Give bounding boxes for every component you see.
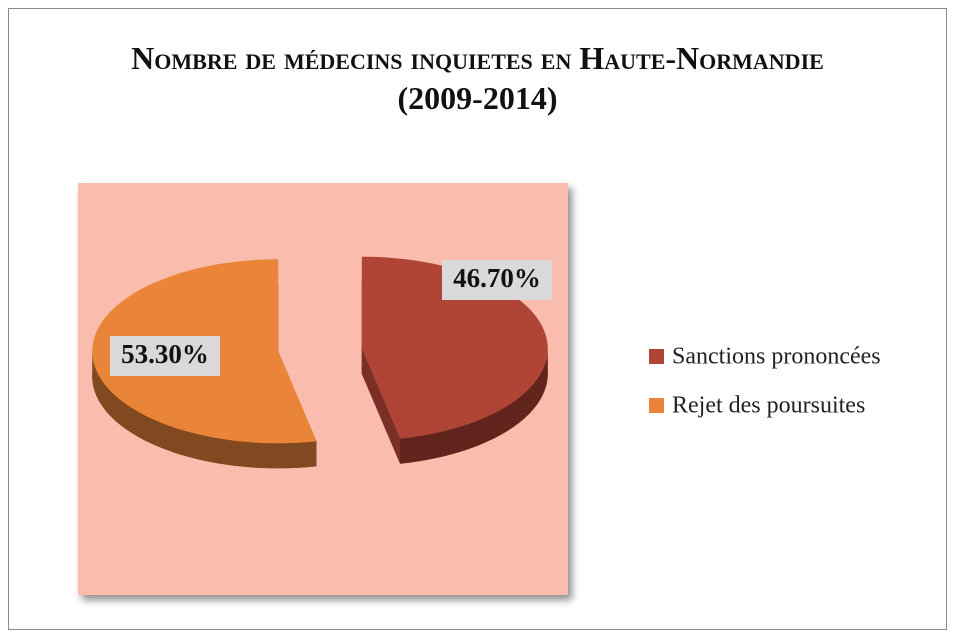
legend-swatch (649, 349, 664, 364)
legend-label: Sanctions prononcées (672, 344, 881, 370)
slice-edge (361, 348, 401, 464)
legend-label: Rejet des poursuites (672, 393, 865, 419)
slice-side (400, 348, 548, 464)
legend-swatch (649, 398, 664, 413)
data-label-box (110, 336, 220, 376)
chart-title: Nombre de médecins inquietes en Haute-No… (131, 40, 824, 116)
pie-slice (361, 256, 548, 464)
data-label: 46.70% (453, 263, 541, 293)
slice-top (361, 256, 548, 439)
slice-side (92, 351, 317, 469)
data-label-box (442, 260, 552, 300)
data-label: 53.30% (121, 339, 209, 369)
